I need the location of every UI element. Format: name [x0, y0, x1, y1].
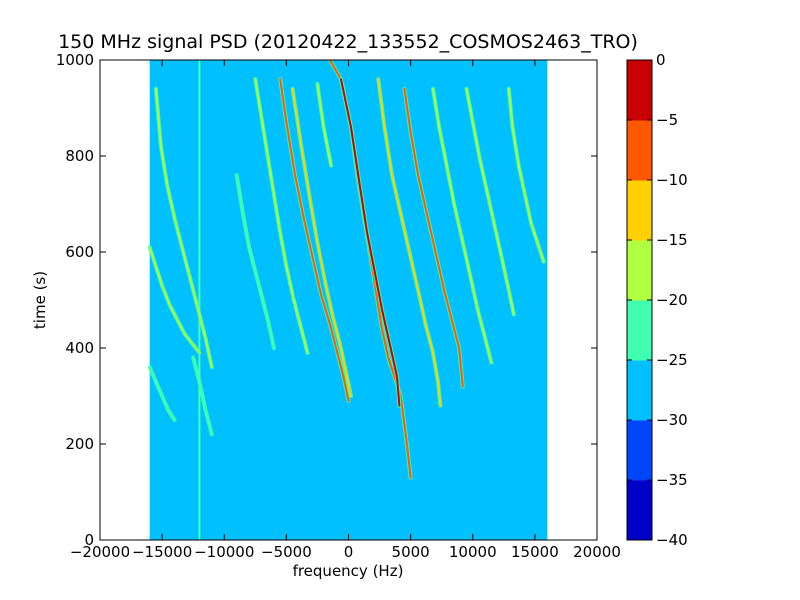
x-tick-label: −20000	[70, 543, 130, 561]
colorbar-tick-label: −15	[656, 231, 688, 249]
signal-trace	[340, 78, 401, 407]
colorbar-band	[627, 120, 652, 181]
signal-trace	[377, 78, 442, 407]
colorbar-band	[627, 360, 652, 421]
signal-trace	[254, 78, 309, 354]
colorbar-tick-label: −5	[656, 111, 678, 129]
signal-trace	[279, 78, 350, 402]
x-tick-label: −5000	[261, 543, 312, 561]
x-tick-label: 5000	[392, 543, 430, 561]
colorbar-tick-label: −10	[656, 171, 688, 189]
x-tick-label: 0	[344, 543, 354, 561]
signal-trace	[507, 87, 545, 263]
x-tick-label: −10000	[194, 543, 254, 561]
signal-trace	[192, 356, 213, 436]
colorbar-tick-label: −35	[656, 471, 688, 489]
colorbar-tick-label: −40	[656, 531, 688, 549]
x-tick-label: −15000	[132, 543, 192, 561]
y-tick-label: 800	[65, 147, 94, 165]
x-axis: −20000 −15000 −10000 −5000 0 5000 10000 15000 20…	[70, 60, 621, 561]
signal-trace	[148, 246, 201, 354]
signal-trace	[148, 366, 176, 421]
chart-title: 150 MHz signal PSD (20120422_133552_COSM…	[58, 31, 638, 53]
signal-trace	[465, 87, 515, 316]
signal-trace	[316, 83, 333, 167]
x-tick-label: 15000	[511, 543, 559, 561]
signal-trace	[403, 87, 464, 388]
colorbar-band	[627, 480, 652, 541]
y-tick-label: 0	[84, 531, 94, 549]
x-axis-label: frequency (Hz)	[293, 562, 404, 580]
signal-trace	[235, 174, 275, 349]
colorbar-band	[627, 60, 652, 121]
colorbar-band	[627, 180, 652, 241]
colorbar-tick-label: −20	[656, 291, 688, 309]
y-tick-label: 1000	[56, 51, 94, 69]
psd-background	[149, 60, 548, 540]
y-axis-label: time (s)	[31, 271, 49, 329]
y-axis: 0 200 400 600 800 1000	[56, 51, 597, 549]
colorbar-axis: 0 −5 −10 −15 −20 −25 −30 −35 −40	[627, 51, 688, 549]
colorbar-band	[627, 240, 652, 301]
plot-area	[147, 60, 548, 540]
signal-trace	[154, 87, 213, 369]
colorbar-tick-label: −25	[656, 351, 688, 369]
colorbar-tick-label: 0	[656, 51, 666, 69]
x-tick-label: 20000	[573, 543, 621, 561]
y-tick-label: 200	[65, 435, 94, 453]
signal-trace	[432, 87, 493, 364]
colorbar-band	[627, 300, 652, 361]
signal-trace	[291, 87, 352, 397]
y-tick-label: 400	[65, 339, 94, 357]
colorbar-tick-label: −30	[656, 411, 688, 429]
x-tick-label: 10000	[449, 543, 497, 561]
colorbar	[627, 60, 652, 541]
colorbar-band	[627, 420, 652, 481]
y-tick-label: 600	[65, 243, 94, 261]
